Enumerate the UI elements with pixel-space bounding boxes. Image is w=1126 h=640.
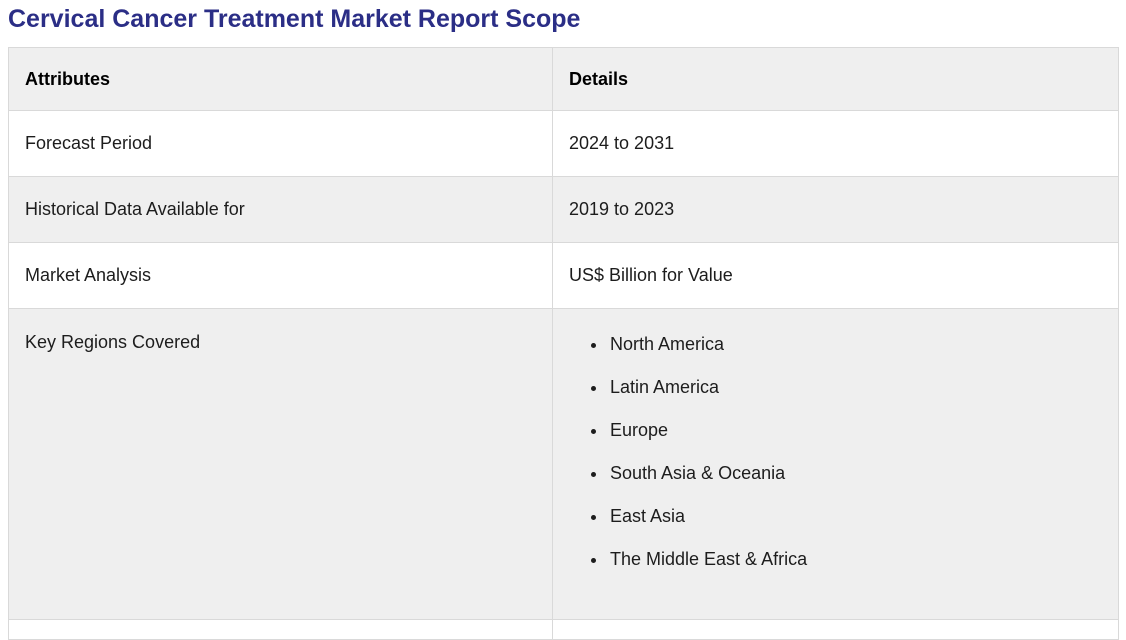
detail-cell: 2019 to 2023	[552, 176, 1119, 243]
attribute-cell	[8, 619, 553, 640]
detail-cell	[552, 619, 1119, 640]
attributes-column-header: Attributes	[8, 47, 553, 111]
attribute-cell: Key Regions Covered	[8, 308, 553, 620]
region-list-item: East Asia	[608, 504, 1102, 528]
region-list-item: North America	[608, 332, 1102, 356]
attribute-cell: Historical Data Available for	[8, 176, 553, 243]
region-list-item: Europe	[608, 418, 1102, 442]
attribute-cell: Forecast Period	[8, 110, 553, 177]
clipped-next-row	[8, 619, 1119, 640]
detail-cell: US$ Billion for Value	[552, 242, 1119, 309]
report-scope-table: Attributes Details Forecast Period 2024 …	[8, 47, 1119, 640]
table-row-forecast-period: Forecast Period 2024 to 2031	[8, 110, 1119, 177]
table-row-historical-data: Historical Data Available for 2019 to 20…	[8, 176, 1119, 243]
region-list: North America Latin America Europe South…	[569, 332, 1102, 571]
table-row-market-analysis: Market Analysis US$ Billion for Value	[8, 242, 1119, 309]
details-column-header: Details	[552, 47, 1119, 111]
table-row-key-regions: Key Regions Covered North America Latin …	[8, 308, 1119, 620]
table-header-row: Attributes Details	[8, 47, 1119, 111]
region-list-item: Latin America	[608, 375, 1102, 399]
page-title: Cervical Cancer Treatment Market Report …	[8, 5, 581, 33]
region-list-item: South Asia & Oceania	[608, 461, 1102, 485]
region-list-item: The Middle East & Africa	[608, 547, 1102, 571]
detail-cell: North America Latin America Europe South…	[552, 308, 1119, 620]
attribute-cell: Market Analysis	[8, 242, 553, 309]
detail-cell: 2024 to 2031	[552, 110, 1119, 177]
